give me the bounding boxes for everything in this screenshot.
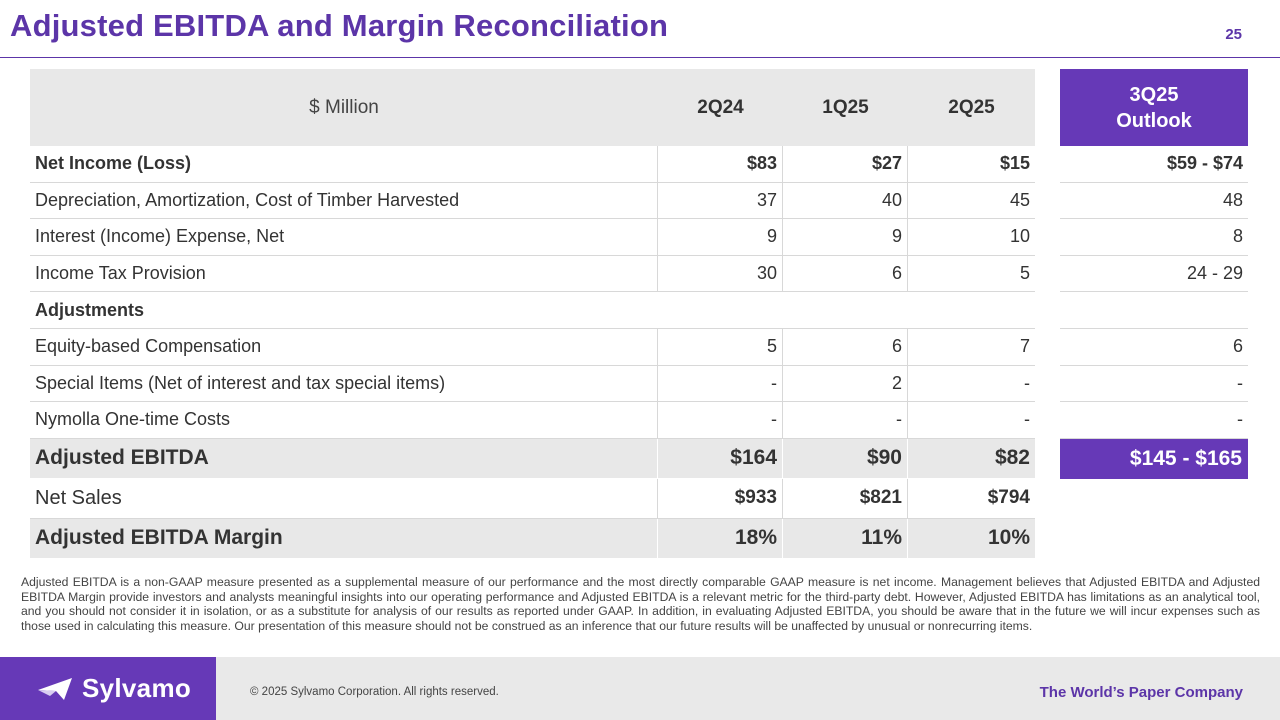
row-value: 10	[908, 219, 1035, 256]
outlook-value: 24 - 29	[1060, 256, 1248, 293]
header-col-2q25: 2Q25	[948, 96, 995, 118]
header-col-2q24: 2Q24	[697, 96, 744, 118]
row-label: Depreciation, Amortization, Cost of Timb…	[30, 182, 658, 220]
row-label: Net Income (Loss)	[30, 146, 658, 183]
row-value: 9	[783, 219, 908, 256]
sylvamo-logo-icon	[38, 677, 72, 700]
row-value: 11%	[783, 518, 908, 559]
net-sales-row: Net Sales $933 $821 $794	[30, 478, 1035, 519]
row-label: Interest (Income) Expense, Net	[30, 219, 658, 256]
page-title: Adjusted EBITDA and Margin Reconciliatio…	[10, 8, 669, 43]
table-row: Special Items (Net of interest and tax s…	[30, 365, 1035, 403]
row-value: $164	[658, 438, 783, 479]
page-number: 25	[1225, 26, 1242, 43]
row-value: 18%	[658, 518, 783, 559]
table-row: Interest (Income) Expense, Net 9 9 10	[30, 219, 1035, 256]
outlook-value: 48	[1060, 183, 1248, 220]
row-value: $933	[658, 478, 783, 519]
adjusted-ebitda-row: Adjusted EBITDA $164 $90 $82	[30, 438, 1035, 479]
row-value: 40	[783, 182, 908, 220]
company-logo: Sylvamo	[0, 657, 216, 720]
outlook-empty	[1060, 292, 1248, 329]
table-row: Nymolla One-time Costs - - -	[30, 402, 1035, 439]
title-divider	[0, 57, 1280, 58]
outlook-value: -	[1060, 402, 1248, 439]
row-value: $90	[783, 438, 908, 479]
outlook-value: $59 - $74	[1060, 146, 1248, 183]
row-value: -	[783, 402, 908, 439]
outlook-header: 3Q25 Outlook	[1060, 69, 1248, 146]
row-value: 45	[908, 183, 1035, 220]
row-label: Equity-based Compensation	[30, 328, 658, 366]
non-gaap-disclaimer: Adjusted EBITDA is a non-GAAP measure pr…	[21, 575, 1260, 633]
row-value: 9	[658, 219, 783, 256]
row-value: 5	[908, 256, 1035, 293]
outlook-header-line1: 3Q25	[1129, 83, 1179, 106]
row-value: 30	[658, 255, 783, 293]
header-label: $ Million	[309, 96, 379, 118]
copyright-text: © 2025 Sylvamo Corporation. All rights r…	[250, 686, 499, 698]
row-value: $83	[658, 146, 783, 183]
row-value: 7	[908, 329, 1035, 366]
logo-text: Sylvamo	[82, 673, 192, 703]
table-section-row: Adjustments	[30, 292, 1035, 329]
tagline: The World’s Paper Company	[1039, 684, 1243, 701]
row-value: -	[658, 365, 783, 403]
outlook-value: -	[1060, 366, 1248, 403]
row-label: Income Tax Provision	[30, 255, 658, 293]
row-value: -	[908, 366, 1035, 403]
row-value: 6	[783, 255, 908, 293]
outlook-value: 8	[1060, 219, 1248, 256]
table-row: Income Tax Provision 30 6 5	[30, 255, 1035, 293]
section-label-adjustments: Adjustments	[30, 292, 1035, 329]
row-value: $27	[783, 146, 908, 183]
table-row: Net Income (Loss) $83 $27 $15	[30, 146, 1035, 183]
row-value: $15	[908, 146, 1035, 183]
row-value: 10%	[908, 519, 1035, 559]
row-value: 37	[658, 182, 783, 220]
row-label: Adjusted EBITDA	[30, 438, 658, 479]
outlook-adjusted-ebitda: $145 - $165	[1060, 438, 1248, 479]
header-col-1q25: 1Q25	[822, 96, 869, 118]
outlook-value: 6	[1060, 329, 1248, 366]
table-row: Depreciation, Amortization, Cost of Timb…	[30, 182, 1035, 220]
row-value: -	[658, 402, 783, 439]
row-value: $794	[908, 479, 1035, 519]
row-label: Special Items (Net of interest and tax s…	[30, 365, 658, 403]
adjusted-ebitda-margin-row: Adjusted EBITDA Margin 18% 11% 10%	[30, 518, 1035, 559]
outlook-header-line2: Outlook	[1116, 109, 1192, 132]
row-value: $82	[908, 439, 1035, 479]
row-value: $821	[783, 478, 908, 519]
row-value: 5	[658, 328, 783, 366]
row-label: Nymolla One-time Costs	[30, 402, 658, 439]
table-row: Equity-based Compensation 5 6 7	[30, 328, 1035, 366]
table-header-row: $ Million 2Q24 1Q25 2Q25	[30, 69, 1035, 146]
row-value: -	[908, 402, 1035, 439]
reconciliation-table: $ Million 2Q24 1Q25 2Q25 Net Income (Los…	[30, 69, 1035, 559]
row-value: 6	[783, 328, 908, 366]
row-value: 2	[783, 365, 908, 403]
outlook-column: 3Q25 Outlook $59 - $74 48 8 24 - 29 6 - …	[1060, 69, 1248, 479]
row-label: Net Sales	[30, 478, 658, 519]
row-label: Adjusted EBITDA Margin	[30, 518, 658, 559]
footer: Sylvamo © 2025 Sylvamo Corporation. All …	[0, 657, 1280, 720]
